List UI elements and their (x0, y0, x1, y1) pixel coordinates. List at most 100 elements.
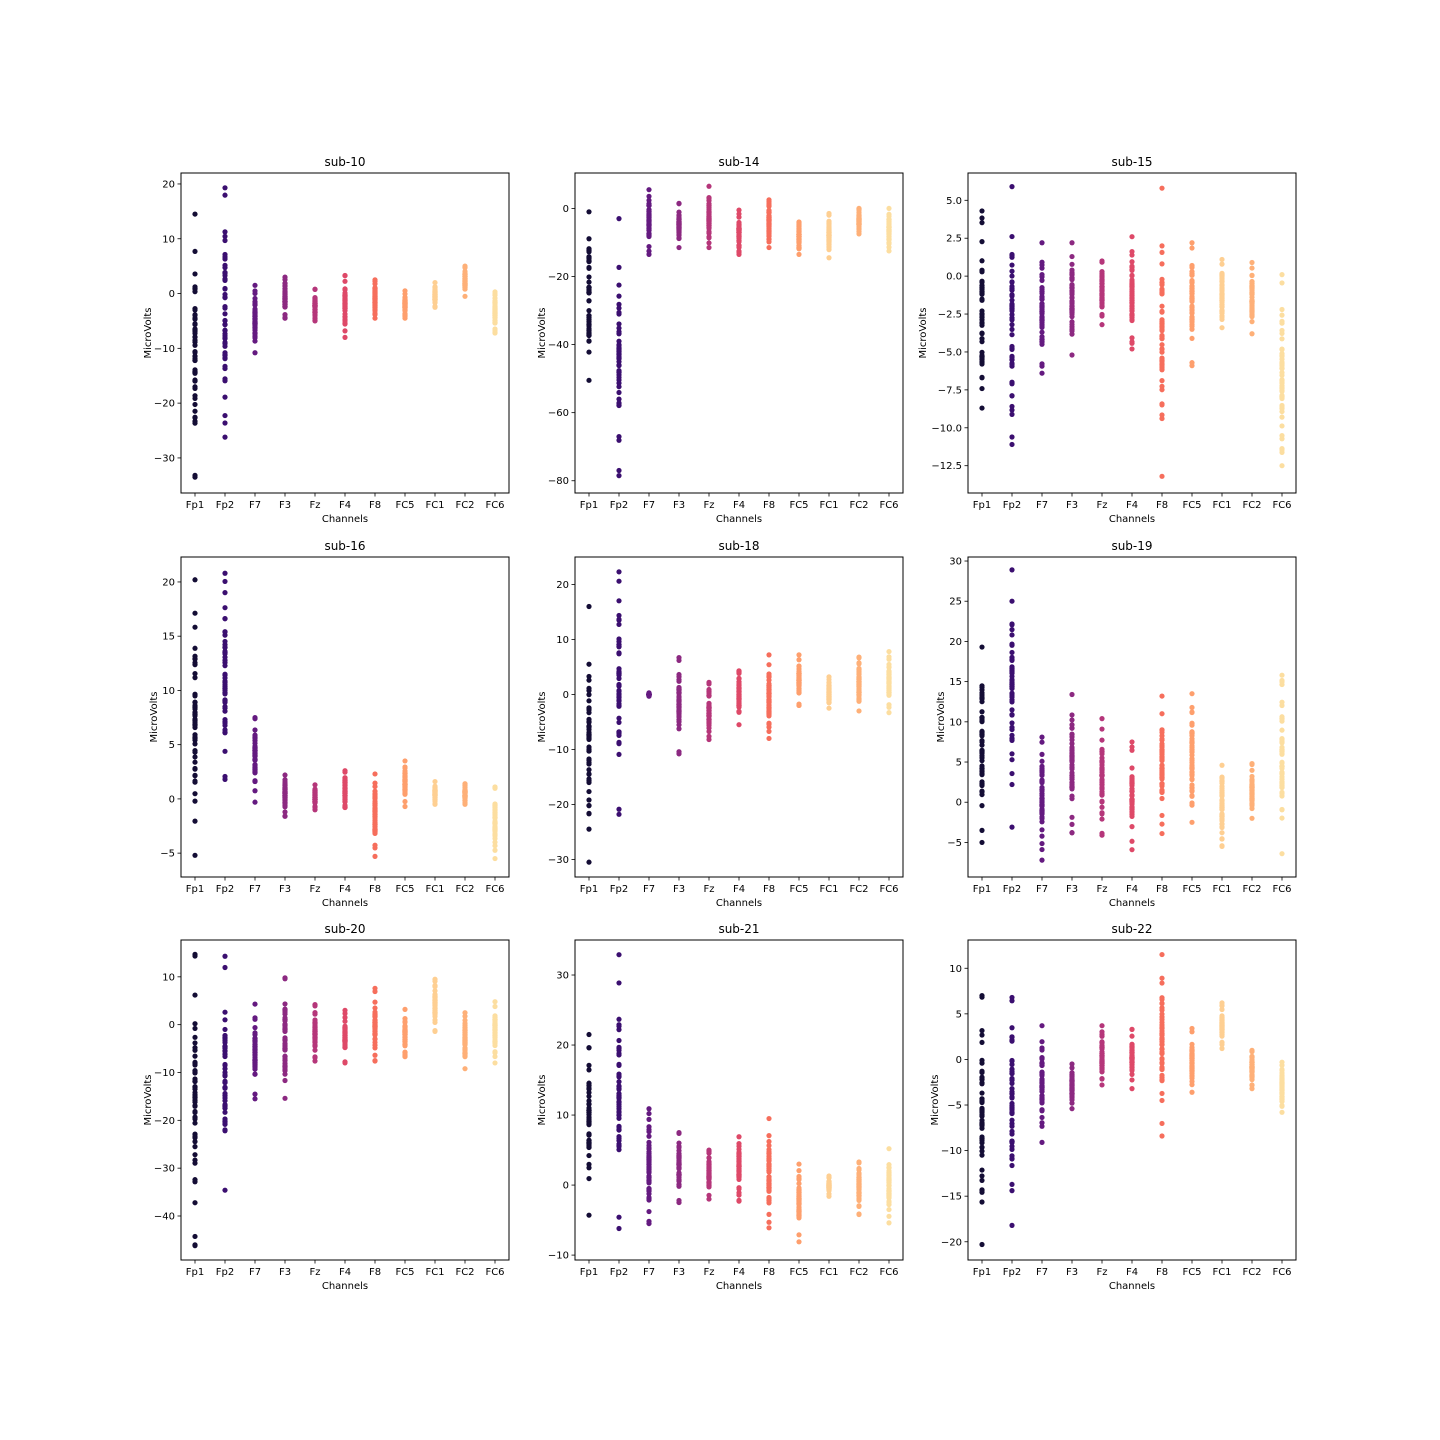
data-point (1069, 770, 1075, 776)
data-point (979, 781, 985, 788)
data-point (192, 271, 198, 277)
y-axis-label: MicroVolts (918, 307, 929, 358)
data-point (1159, 750, 1165, 756)
data-point (796, 243, 802, 249)
data-point (192, 670, 198, 677)
data-point (736, 248, 742, 254)
data-point (1039, 795, 1045, 801)
data-point (676, 1130, 682, 1137)
data-point (586, 1117, 592, 1123)
data-point (192, 1040, 198, 1046)
x-tick-label: F7 (249, 500, 261, 511)
data-point (1129, 259, 1135, 265)
data-point (462, 282, 468, 288)
data-point (616, 952, 622, 958)
data-point (1099, 758, 1105, 764)
data-point (736, 233, 742, 239)
data-point (979, 803, 985, 809)
data-point (856, 666, 862, 673)
data-point (616, 621, 622, 628)
data-point (492, 1029, 498, 1035)
data-point (222, 687, 228, 693)
data-point (766, 1182, 772, 1188)
data-point (282, 813, 288, 819)
data-point (1159, 249, 1165, 256)
x-tick-label: Fp2 (610, 884, 628, 895)
data-point (192, 420, 198, 426)
data-point (1099, 816, 1105, 822)
data-point (1129, 838, 1135, 844)
data-point (192, 1139, 198, 1145)
data-point (1159, 323, 1165, 329)
data-point (706, 235, 712, 241)
data-point (1129, 809, 1135, 815)
data-point (1009, 361, 1015, 367)
data-point (1159, 289, 1165, 295)
data-point (1009, 403, 1015, 410)
data-point (432, 801, 438, 807)
data-point (616, 1052, 622, 1058)
x-tick-label: FC5 (395, 884, 414, 895)
data-point (1159, 319, 1165, 325)
data-point (1249, 784, 1255, 790)
data-point (1159, 243, 1165, 249)
data-point (222, 311, 228, 317)
data-point (1009, 732, 1015, 738)
data-point (886, 692, 892, 698)
data-point (616, 1098, 622, 1105)
data-point (676, 701, 682, 707)
data-point (586, 313, 592, 319)
strip-FC1 (826, 210, 832, 261)
strip-FC2 (1249, 761, 1255, 821)
data-point (342, 1042, 348, 1049)
data-point (736, 709, 742, 715)
data-point (616, 651, 622, 657)
data-point (706, 219, 712, 225)
data-point (1009, 720, 1015, 726)
data-point (372, 1013, 378, 1019)
data-point (462, 1013, 468, 1019)
data-point (886, 680, 892, 686)
data-point (1039, 308, 1045, 315)
data-point (856, 218, 862, 224)
data-point (1189, 326, 1195, 332)
y-tick-label: −20 (548, 272, 569, 283)
data-point (736, 1146, 742, 1152)
data-point (586, 673, 592, 680)
data-point (1009, 770, 1015, 777)
data-point (372, 1018, 378, 1024)
data-point (979, 719, 985, 725)
data-point (252, 1047, 258, 1053)
data-point (586, 802, 592, 809)
data-point (492, 1025, 498, 1031)
strip-F7 (252, 714, 258, 805)
data-point (1159, 693, 1165, 699)
strip-F7 (252, 1001, 258, 1102)
data-point (222, 648, 228, 654)
data-point (1279, 377, 1285, 383)
data-point (222, 365, 228, 372)
data-point (1279, 394, 1285, 400)
data-point (342, 292, 348, 298)
data-point (826, 212, 832, 218)
data-point (886, 1165, 892, 1171)
data-point (1069, 717, 1075, 723)
data-point (1189, 284, 1195, 290)
data-point (796, 671, 802, 677)
data-point (646, 214, 652, 220)
data-point (1099, 830, 1105, 836)
y-tick-label: 20 (162, 577, 175, 588)
data-point (1219, 310, 1225, 316)
data-point (586, 1031, 592, 1038)
y-axis-label: MicroVolts (537, 1074, 548, 1125)
data-point (282, 802, 288, 808)
data-point (1219, 804, 1225, 811)
data-point (1129, 292, 1135, 298)
data-point (646, 1175, 652, 1181)
data-point (1069, 261, 1075, 267)
data-point (372, 988, 378, 995)
x-tick-label: F3 (673, 1267, 685, 1278)
data-point (432, 983, 438, 989)
data-point (586, 265, 592, 271)
data-point (342, 1010, 348, 1017)
